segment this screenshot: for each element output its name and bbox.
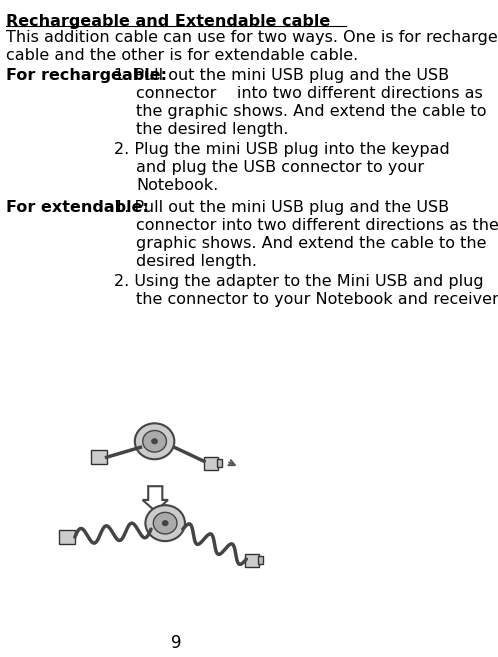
Bar bbox=[217, 459, 222, 467]
FancyArrow shape bbox=[142, 486, 168, 511]
Text: connector    into two different directions as: connector into two different directions … bbox=[136, 86, 483, 101]
Text: the graphic shows. And extend the cable to: the graphic shows. And extend the cable … bbox=[136, 104, 487, 119]
Text: 1. Pull out the mini USB plug and the USB: 1. Pull out the mini USB plug and the US… bbox=[115, 200, 450, 215]
Text: 9: 9 bbox=[170, 634, 181, 652]
Bar bbox=[245, 554, 259, 567]
Bar bbox=[91, 450, 107, 464]
Bar bbox=[59, 530, 75, 544]
Text: For rechargeable:: For rechargeable: bbox=[5, 68, 167, 83]
Text: cable and the other is for extendable cable.: cable and the other is for extendable ca… bbox=[5, 48, 358, 63]
Text: desired length.: desired length. bbox=[136, 254, 257, 269]
Ellipse shape bbox=[153, 512, 177, 534]
Text: the desired length.: the desired length. bbox=[136, 122, 289, 137]
Text: For extendable:: For extendable: bbox=[5, 200, 148, 215]
Text: Rechargeable and Extendable cable: Rechargeable and Extendable cable bbox=[5, 14, 330, 29]
Text: connector into two different directions as the: connector into two different directions … bbox=[136, 217, 498, 233]
Ellipse shape bbox=[135, 423, 174, 459]
Ellipse shape bbox=[151, 439, 157, 444]
Text: graphic shows. And extend the cable to the: graphic shows. And extend the cable to t… bbox=[136, 236, 487, 250]
Bar bbox=[257, 556, 263, 564]
Text: 2. Plug the mini USB plug into the keypad: 2. Plug the mini USB plug into the keypa… bbox=[115, 142, 450, 157]
Text: and plug the USB connector to your: and plug the USB connector to your bbox=[136, 160, 424, 175]
Ellipse shape bbox=[145, 505, 185, 541]
Text: Notebook.: Notebook. bbox=[136, 177, 219, 193]
Ellipse shape bbox=[143, 430, 166, 452]
Ellipse shape bbox=[162, 520, 168, 526]
Text: the connector to your Notebook and receiver.: the connector to your Notebook and recei… bbox=[136, 292, 498, 307]
Text: 2. Using the adapter to the Mini USB and plug: 2. Using the adapter to the Mini USB and… bbox=[115, 273, 484, 288]
Bar bbox=[204, 457, 218, 470]
Text: 1. Pull out the mini USB plug and the USB: 1. Pull out the mini USB plug and the US… bbox=[115, 68, 450, 83]
Text: This addition cable can use for two ways. One is for rechargeable: This addition cable can use for two ways… bbox=[5, 30, 498, 45]
